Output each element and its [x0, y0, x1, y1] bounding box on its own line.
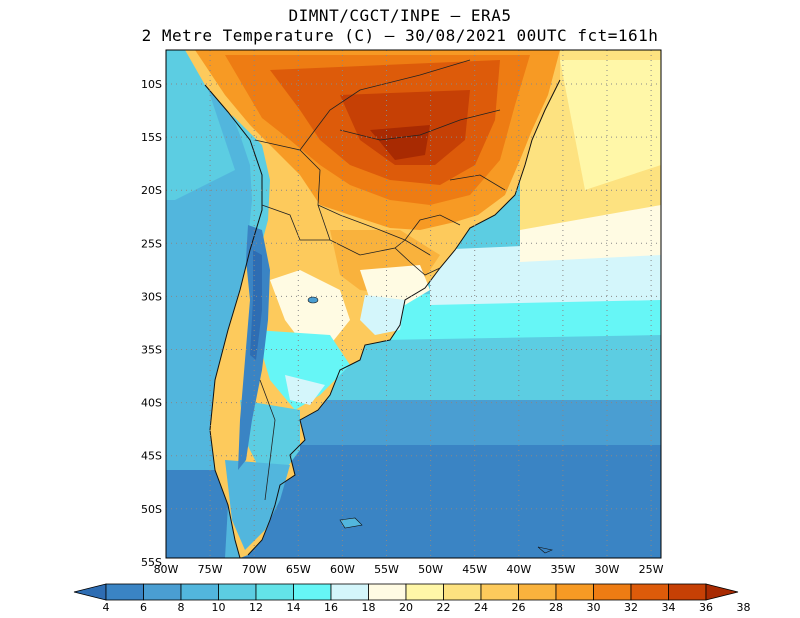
map-frame: [165, 49, 662, 559]
colorbar-label: 34: [662, 601, 676, 614]
colorbar-swatch: [518, 583, 557, 601]
colorbar-labels: 4 6 8 10 12 14 16 18 20 22 24 26 28 30 32 34 36 38: [103, 601, 751, 614]
colorbar-label: 4: [103, 601, 110, 614]
colorbar-label: 8: [178, 601, 185, 614]
lat-label: 35S: [141, 344, 162, 357]
lon-label: 35W: [550, 563, 575, 576]
coastline: [204, 79, 561, 558]
colorbar-swatch: [105, 583, 144, 601]
colorbar-swatch: [443, 583, 482, 601]
lon-label: 80W: [154, 563, 179, 576]
colorbar-swatch: [218, 583, 257, 601]
colorbar-arrow-low: [73, 583, 107, 601]
lake: [307, 296, 319, 304]
lat-label: 20S: [141, 184, 162, 197]
lon-label: 65W: [286, 563, 311, 576]
colorbar-swatch: [368, 583, 407, 601]
colorbar-label: 36: [699, 601, 713, 614]
lon-label: 60W: [330, 563, 355, 576]
lat-label: 25S: [141, 237, 162, 250]
colorbar-swatch: [555, 583, 594, 601]
lon-label: 40W: [506, 563, 531, 576]
title-line-2: 2 Metre Temperature (C) – 30/08/2021 00U…: [141, 26, 659, 45]
colorbar-swatch: [255, 583, 294, 601]
colorbar-swatch: [180, 583, 219, 601]
colorbar-label: 30: [587, 601, 601, 614]
colorbar-swatch: [293, 583, 332, 601]
colorbar-label: 10: [212, 601, 226, 614]
lat-label: 15S: [141, 131, 162, 144]
longitude-labels: 80W 75W 70W 65W 60W 55W 50W 45W 40W 35W 30W 25W: [154, 563, 664, 576]
lon-label: 55W: [374, 563, 399, 576]
colorbar-swatch: [480, 583, 519, 601]
title-line-1: DIMNT/CGCT/INPE – ERA5: [288, 6, 512, 25]
lon-label: 25W: [639, 563, 664, 576]
south-georgia: [537, 546, 553, 554]
colorbar-label: 14: [287, 601, 301, 614]
lat-label: 50S: [141, 503, 162, 516]
colorbar-label: 22: [437, 601, 451, 614]
colorbar-swatch: [330, 583, 369, 601]
lon-label: 50W: [418, 563, 443, 576]
lat-label: 40S: [141, 397, 162, 410]
colorbar-swatch: [668, 583, 707, 601]
latitude-labels: 10S 15S 20S 25S 30S 35S 40S 45S 50S 55S: [141, 78, 162, 569]
colorbar-swatch: [405, 583, 444, 601]
colorbar-label: 26: [512, 601, 526, 614]
colorbar-swatch: [630, 583, 669, 601]
colorbar-label: 32: [624, 601, 638, 614]
colorbar-label: 18: [362, 601, 376, 614]
lat-label: 30S: [141, 290, 162, 303]
colorbar: [73, 583, 739, 601]
lat-label: 45S: [141, 450, 162, 463]
lon-label: 30W: [595, 563, 620, 576]
falkland-islands: [339, 517, 363, 529]
colorbar-label: 24: [474, 601, 488, 614]
colorbar-label: 38: [737, 601, 751, 614]
colorbar-label: 20: [399, 601, 413, 614]
colorbar-swatch: [143, 583, 182, 601]
colorbar-arrow-high: [705, 583, 739, 601]
colorbar-label: 12: [249, 601, 263, 614]
lon-label: 75W: [198, 563, 223, 576]
lat-label: 55S: [141, 556, 162, 569]
lon-label: 70W: [242, 563, 267, 576]
lat-label: 10S: [141, 78, 162, 91]
colorbar-label: 6: [140, 601, 147, 614]
lon-label: 45W: [462, 563, 487, 576]
colorbar-label: 16: [324, 601, 338, 614]
patagonia-cold: [225, 460, 290, 550]
colorbar-label: 28: [549, 601, 563, 614]
colorbar-swatch: [593, 583, 632, 601]
